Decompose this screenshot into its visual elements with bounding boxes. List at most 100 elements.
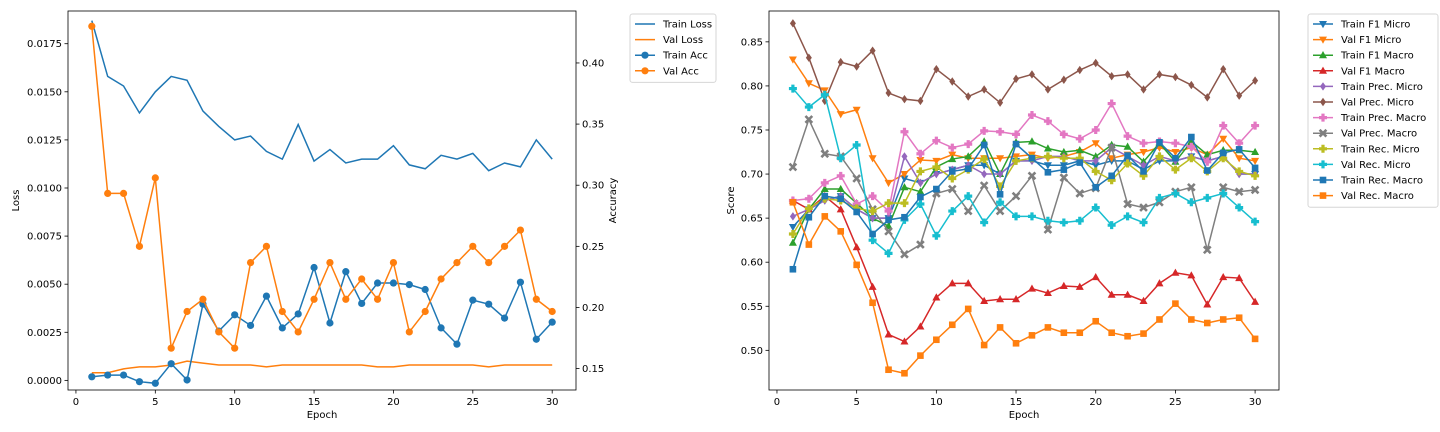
train-prec-macro-point — [1139, 139, 1148, 148]
train-f1-macro-point — [1027, 137, 1036, 145]
val-f1-micro-point — [1235, 155, 1244, 163]
val-f1-macro-point — [1139, 296, 1148, 304]
val-f1-macro-point — [1251, 297, 1260, 305]
train-acc-point — [167, 360, 175, 368]
train-rec-macro-point — [980, 141, 988, 149]
train-f1-macro-point — [948, 154, 957, 163]
train-f1-macro-point — [964, 152, 973, 160]
val-f1-micro-point — [996, 155, 1005, 163]
val-rec-macro-line — [792, 201, 1256, 375]
train-acc-point — [532, 335, 540, 343]
val-f1-micro-point — [836, 111, 845, 119]
val-acc-point — [389, 259, 398, 267]
val-rec-micro-point — [1059, 218, 1068, 227]
train-rec-macro-point — [853, 208, 860, 216]
train-rec-macro-point — [933, 185, 940, 193]
legend-swatch-marker — [1319, 113, 1327, 122]
train-acc-point — [405, 281, 413, 289]
val-prec-micro-point — [1236, 91, 1243, 100]
train-rec-macro-point — [885, 216, 892, 224]
train-rec-micro-point — [900, 199, 909, 208]
train-prec-macro-point — [804, 194, 813, 203]
train-f1-macro-point — [900, 183, 909, 191]
val-acc-point — [167, 344, 175, 352]
train-acc-point — [183, 376, 191, 384]
val-rec-macro-point — [996, 324, 1004, 331]
val-rec-micro-point — [1203, 193, 1212, 202]
val-prec-micro-point — [789, 19, 796, 28]
legend-entry-label: Train F1 Macro — [1340, 51, 1414, 62]
val-acc-point — [469, 242, 477, 250]
val-rec-micro-point — [932, 231, 941, 240]
val-rec-micro-point — [1012, 212, 1021, 221]
val-prec-micro-point — [837, 57, 844, 67]
val-prec-micro-point — [805, 53, 812, 62]
val-rec-micro-point — [916, 200, 925, 209]
val-rec-micro-point — [788, 84, 797, 93]
val-acc-point — [246, 259, 255, 267]
train-prec-macro-point — [1027, 111, 1036, 120]
val-f1-macro-point — [1171, 268, 1180, 276]
legend-swatch-marker — [1320, 82, 1326, 91]
train-loss-line — [91, 20, 553, 172]
val-f1-micro-point — [788, 56, 797, 64]
val-prec-micro-point — [1172, 72, 1179, 82]
val-acc-point — [421, 307, 429, 316]
val-prec-macro-point — [1218, 182, 1228, 192]
val-f1-macro-point — [1187, 271, 1196, 279]
train-rec-macro-point — [1219, 149, 1227, 157]
val-prec-micro-point — [1252, 76, 1259, 85]
train-acc-point — [310, 263, 318, 272]
val-f1-macro-point — [1043, 288, 1052, 297]
val-acc-point — [88, 22, 96, 30]
train-rec-macro-point — [869, 230, 876, 238]
val-prec-micro-point — [1220, 64, 1227, 74]
train-acc-point — [421, 285, 429, 294]
val-prec-macro-point — [1187, 182, 1196, 192]
train-f1-macro-point — [1091, 152, 1100, 160]
legend-swatch-marker — [1319, 144, 1327, 153]
val-acc-point — [373, 295, 382, 303]
legend-entry-label: Val Rec. Micro — [1341, 160, 1411, 171]
val-acc-point — [231, 344, 239, 352]
val-acc-point — [485, 259, 493, 267]
val-acc-point — [548, 307, 556, 316]
val-prec-macro-point — [1011, 191, 1021, 201]
val-rec-macro-point — [1060, 329, 1068, 337]
x-tick-label: 25 — [1169, 397, 1182, 408]
val-acc-point — [119, 189, 128, 198]
val-rec-micro-point — [1107, 221, 1116, 230]
val-f1-micro-point — [804, 80, 813, 88]
train-f1-macro-line — [792, 140, 1256, 244]
val-acc-point — [294, 328, 302, 336]
legend-swatch-marker — [641, 51, 649, 59]
val-f1-micro-line — [792, 59, 1256, 184]
val-prec-macro-point — [1075, 189, 1085, 198]
val-prec-micro-point — [869, 46, 876, 55]
val-f1-macro-point — [1203, 300, 1212, 308]
train-rec-micro-point — [996, 182, 1005, 191]
train-rec-micro-point — [1251, 171, 1260, 180]
legend-swatch-marker — [1319, 66, 1327, 74]
y-tick-label: 0.55 — [741, 302, 763, 313]
val-prec-micro-point — [933, 64, 940, 74]
val-prec-macro-line — [792, 117, 1256, 256]
val-prec-macro-point — [1202, 245, 1212, 255]
score-chart: 0 5 10 15 20 25 30 0.50 0.55 0.60 0.65 0.70 0.75 0.80… — [726, 10, 1439, 421]
val-rec-macro-point — [885, 366, 892, 374]
train-prec-macro-point — [820, 178, 829, 187]
legend-swatch-marker — [1319, 21, 1327, 29]
val-prec-macro-point — [1234, 187, 1244, 197]
train-rec-macro-point — [1108, 172, 1115, 180]
val-acc-point — [199, 295, 207, 303]
val-prec-macro-point — [995, 206, 1005, 216]
legend-entry-label: Val F1 Micro — [1341, 35, 1401, 46]
val-prec-micro-point — [1060, 75, 1067, 84]
train-acc-point — [485, 300, 493, 308]
train-rec-macro-point — [1012, 140, 1020, 148]
val-f1-macro-point — [1107, 290, 1116, 298]
val-rec-micro-line — [792, 88, 1256, 255]
val-f1-micro-point — [1091, 140, 1100, 148]
val-prec-macro-point — [1059, 173, 1069, 182]
train-rec-macro-point — [1235, 146, 1243, 153]
